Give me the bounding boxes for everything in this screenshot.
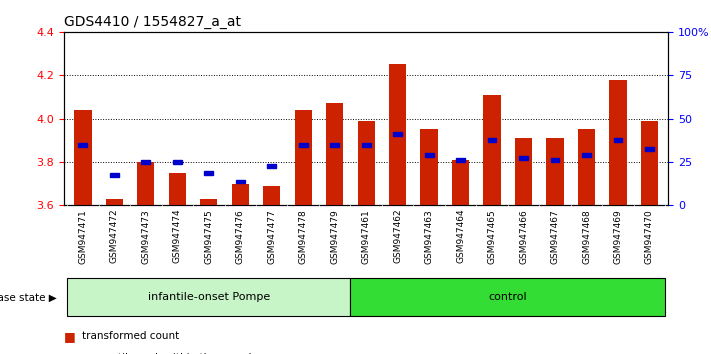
Bar (137, 162, 154, 205)
Bar (515, 138, 533, 205)
Bar (519, 156, 528, 160)
Bar (110, 173, 119, 177)
Text: transformed count: transformed count (82, 331, 179, 341)
Bar (609, 80, 626, 205)
Text: GSM947477: GSM947477 (267, 209, 277, 264)
Text: GSM947466: GSM947466 (519, 209, 528, 264)
Bar (169, 173, 186, 205)
Bar (424, 154, 434, 158)
Bar (299, 143, 308, 147)
Bar (326, 103, 343, 205)
Bar (173, 160, 182, 164)
Bar (200, 199, 218, 205)
Bar (351, 278, 665, 316)
Text: GSM947468: GSM947468 (582, 209, 591, 264)
Text: GSM947479: GSM947479 (330, 209, 339, 264)
Bar (263, 186, 280, 205)
Bar (614, 138, 622, 142)
Text: GSM947478: GSM947478 (299, 209, 308, 264)
Text: GSM947462: GSM947462 (393, 209, 402, 263)
Text: percentile rank within the sample: percentile rank within the sample (82, 353, 257, 354)
Bar (641, 121, 658, 205)
Bar (106, 199, 123, 205)
Bar (452, 160, 469, 205)
Bar (546, 138, 564, 205)
Text: GSM947465: GSM947465 (488, 209, 496, 264)
Text: GSM947470: GSM947470 (645, 209, 654, 264)
Text: GDS4410 / 1554827_a_at: GDS4410 / 1554827_a_at (64, 16, 241, 29)
Text: ■: ■ (64, 330, 76, 343)
Bar (236, 179, 245, 183)
Bar (331, 143, 339, 147)
Bar (483, 95, 501, 205)
Bar (74, 110, 92, 205)
Bar (389, 64, 406, 205)
Text: control: control (488, 291, 527, 302)
Text: GSM947474: GSM947474 (173, 209, 182, 263)
Bar (267, 164, 276, 168)
Text: GSM947472: GSM947472 (110, 209, 119, 263)
Text: disease state ▶: disease state ▶ (0, 292, 57, 302)
Bar (67, 278, 351, 316)
Bar (582, 154, 591, 158)
Bar (578, 130, 595, 205)
Bar (141, 160, 150, 164)
Text: infantile-onset Pompe: infantile-onset Pompe (148, 291, 270, 302)
Text: GSM947467: GSM947467 (550, 209, 560, 264)
Text: GSM947463: GSM947463 (424, 209, 434, 264)
Text: GSM947473: GSM947473 (141, 209, 150, 264)
Text: GSM947464: GSM947464 (456, 209, 465, 263)
Bar (420, 130, 438, 205)
Bar (488, 138, 496, 142)
Bar (362, 143, 370, 147)
Text: GSM947469: GSM947469 (614, 209, 622, 264)
Bar (78, 143, 87, 147)
Text: GSM947461: GSM947461 (362, 209, 370, 264)
Bar (645, 147, 654, 151)
Bar (456, 158, 465, 162)
Bar (393, 132, 402, 136)
Bar (232, 184, 249, 205)
Text: GSM947476: GSM947476 (236, 209, 245, 264)
Bar (294, 110, 312, 205)
Text: ■: ■ (64, 351, 76, 354)
Text: GSM947471: GSM947471 (78, 209, 87, 264)
Bar (358, 121, 375, 205)
Bar (550, 158, 560, 162)
Bar (204, 171, 213, 175)
Text: GSM947475: GSM947475 (204, 209, 213, 264)
